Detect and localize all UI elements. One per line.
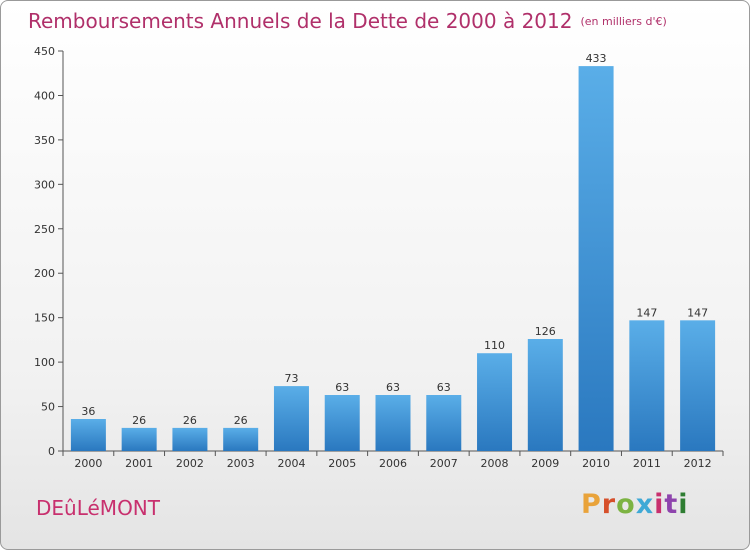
x-tick-label: 2012 xyxy=(684,457,712,470)
bar xyxy=(121,427,157,451)
bar-value-label: 126 xyxy=(535,325,556,338)
x-tick-label: 2007 xyxy=(430,457,458,470)
x-tick-label: 2003 xyxy=(227,457,255,470)
y-tick-label: 150 xyxy=(34,312,55,325)
bar-value-label: 73 xyxy=(284,372,298,385)
x-tick-label: 2001 xyxy=(125,457,153,470)
x-tick-label: 2011 xyxy=(633,457,661,470)
bar-value-label: 147 xyxy=(636,306,657,319)
y-tick-label: 0 xyxy=(48,445,55,458)
chart-title-text: Remboursements Annuels de la Dette de 20… xyxy=(28,9,573,33)
bar xyxy=(172,427,208,451)
bar-value-label: 110 xyxy=(484,339,505,352)
x-tick-label: 2002 xyxy=(176,457,204,470)
bar-value-label: 147 xyxy=(687,306,708,319)
bar xyxy=(527,339,563,451)
x-tick-label: 2010 xyxy=(582,457,610,470)
bar xyxy=(273,386,309,451)
bar-value-label: 26 xyxy=(183,414,197,427)
bar-value-label: 63 xyxy=(335,381,349,394)
bar xyxy=(324,395,360,451)
proxiti-logo-letter: t xyxy=(664,489,679,520)
bar xyxy=(223,427,259,451)
bar-value-label: 26 xyxy=(132,414,146,427)
y-tick-label: 400 xyxy=(34,89,55,102)
proxiti-logo-letter: P xyxy=(581,489,602,520)
bar xyxy=(70,419,106,451)
bar xyxy=(629,320,665,451)
chart-title: Remboursements Annuels de la Dette de 20… xyxy=(28,9,667,33)
proxiti-logo: Proxiti xyxy=(581,489,689,520)
x-tick-label: 2008 xyxy=(481,457,509,470)
bar-value-label: 63 xyxy=(437,381,451,394)
y-tick-label: 350 xyxy=(34,134,55,147)
y-tick-label: 200 xyxy=(34,267,55,280)
bar xyxy=(477,353,513,451)
proxiti-logo-letter: i xyxy=(678,489,689,520)
x-tick-label: 2006 xyxy=(379,457,407,470)
proxiti-logo-letter: r xyxy=(601,489,617,520)
commune-name: DEûLéMONT xyxy=(36,496,160,520)
y-tick-label: 250 xyxy=(34,223,55,236)
proxiti-logo-letter: x xyxy=(635,489,655,520)
y-tick-label: 100 xyxy=(34,356,55,369)
bar-value-label: 26 xyxy=(234,414,248,427)
chart-subtitle: (en milliers d'€) xyxy=(580,15,667,28)
bar-value-label: 433 xyxy=(586,52,607,65)
bar xyxy=(578,66,614,451)
bar-value-label: 63 xyxy=(386,381,400,394)
bar xyxy=(426,395,462,451)
proxiti-logo-letter: i xyxy=(654,489,665,520)
bar xyxy=(375,395,411,451)
y-tick-label: 450 xyxy=(34,45,55,58)
bar xyxy=(680,320,716,451)
y-tick-label: 50 xyxy=(41,401,55,414)
y-tick-label: 300 xyxy=(34,178,55,191)
proxiti-logo-letter: o xyxy=(616,489,636,520)
bar-value-label: 36 xyxy=(81,405,95,418)
x-tick-label: 2005 xyxy=(328,457,356,470)
x-tick-label: 2000 xyxy=(74,457,102,470)
x-tick-label: 2004 xyxy=(277,457,305,470)
x-tick-label: 2009 xyxy=(531,457,559,470)
